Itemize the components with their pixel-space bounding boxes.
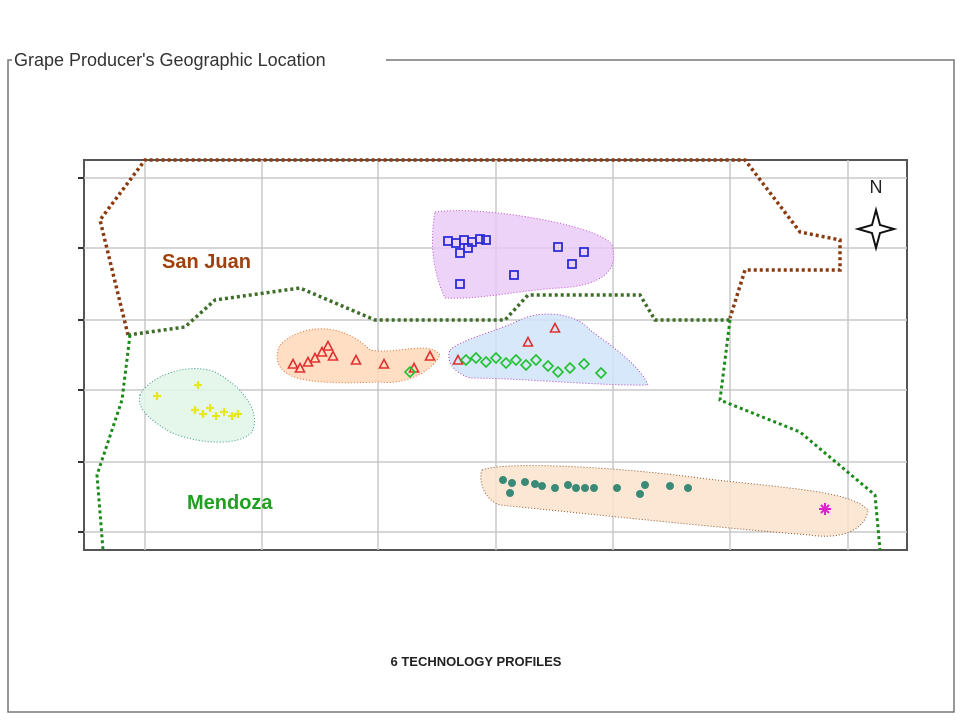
marker [590, 484, 598, 492]
marker [506, 489, 514, 497]
compass [854, 206, 898, 252]
marker [613, 484, 621, 492]
panel-title: Grape Producer's Geographic Location [14, 50, 326, 70]
marker [641, 481, 649, 489]
marker [684, 484, 692, 492]
marker [636, 490, 644, 498]
marker [521, 478, 529, 486]
cluster-hull [138, 368, 255, 443]
marker [551, 484, 559, 492]
marker [564, 481, 572, 489]
caption: 6 TECHNOLOGY PROFILES [391, 654, 562, 669]
marker [531, 480, 539, 488]
san-juan-border [98, 158, 842, 336]
ticks [78, 177, 84, 533]
north-label: N [870, 177, 883, 197]
marker [819, 503, 831, 515]
panel-frame [7, 59, 955, 713]
marker [538, 482, 546, 490]
mendoza-border [95, 334, 132, 551]
marker [572, 484, 580, 492]
region-label: San Juan [162, 251, 251, 273]
marker [666, 482, 674, 490]
marker [508, 479, 516, 487]
title-backdrop [12, 48, 386, 72]
marker-group [151, 234, 831, 515]
cluster-hull [480, 465, 869, 537]
marker [581, 484, 589, 492]
cluster-hull [276, 328, 441, 384]
cluster-hull [448, 313, 649, 386]
region-label: Mendoza [187, 492, 273, 514]
mendoza-border [718, 319, 882, 551]
province-divider [127, 286, 730, 337]
marker [499, 476, 507, 484]
cluster-hull [431, 210, 615, 299]
